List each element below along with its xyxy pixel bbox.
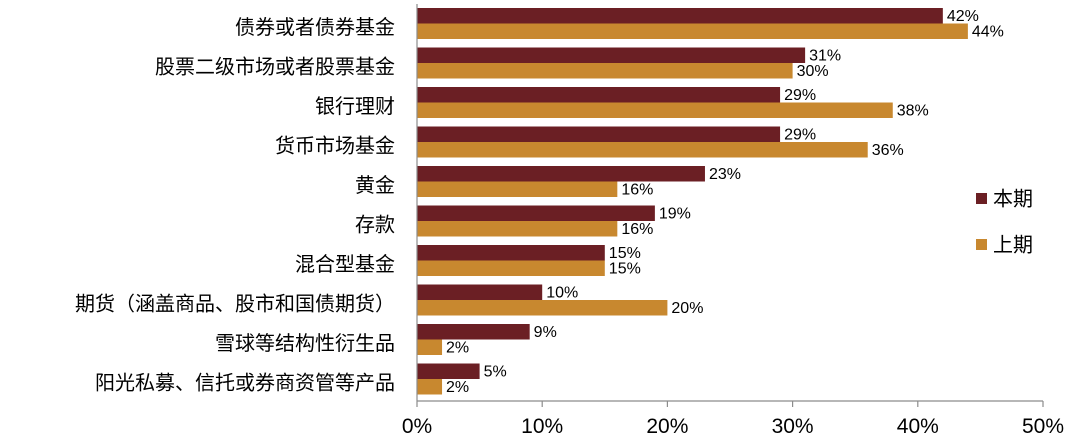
data-label: 2% (446, 379, 469, 396)
x-tick-label: 50% (1022, 415, 1064, 438)
x-tick-label: 40% (897, 415, 939, 438)
bar-current (417, 205, 655, 221)
legend-label: 上期 (993, 233, 1033, 257)
data-label: 15% (609, 245, 641, 262)
data-label: 36% (872, 142, 904, 159)
category-label: 股票二级市场或者股票基金 (155, 55, 395, 79)
data-label: 30% (797, 63, 829, 80)
x-tick-label: 20% (646, 415, 688, 438)
bar-current (417, 47, 806, 63)
data-label: 29% (784, 126, 816, 143)
bar-previous (417, 63, 793, 79)
category-label: 货币市场基金 (275, 134, 395, 158)
bar-previous (417, 379, 443, 395)
data-label: 38% (897, 102, 929, 119)
data-label: 16% (621, 221, 653, 238)
bar-previous (417, 23, 968, 39)
bar-previous (417, 181, 618, 197)
bar-previous (417, 300, 668, 316)
data-label: 2% (446, 339, 469, 356)
data-label: 19% (659, 205, 691, 222)
data-label: 5% (484, 363, 507, 380)
data-label: 31% (809, 47, 841, 64)
legend-swatch (976, 193, 987, 204)
data-label: 15% (609, 260, 641, 277)
bar-current (417, 8, 943, 24)
category-label: 混合型基金 (295, 252, 395, 276)
x-tick-label: 30% (772, 415, 814, 438)
category-label: 雪球等结构性衍生品 (215, 331, 395, 355)
bar-previous (417, 102, 893, 118)
category-label: 阳光私募、信托或券商资管等产品 (95, 371, 395, 395)
bar-current (417, 284, 543, 300)
data-label: 16% (621, 181, 653, 198)
labels-group: 债券或者债券基金 42%44% 股票二级市场或者股票基金 31%30% 银行理财 29% 3… (75, 8, 1004, 396)
bar-previous (417, 142, 868, 158)
bar-previous (417, 260, 605, 276)
data-label: 23% (709, 166, 741, 183)
data-label: 42% (947, 8, 979, 25)
bar-previous (417, 339, 443, 355)
category-label: 黄金 (355, 173, 395, 197)
legend-label: 本期 (993, 187, 1033, 211)
bars-group (417, 8, 968, 395)
x-tick-label: 10% (521, 415, 563, 438)
bar-current (417, 324, 530, 340)
data-label: 20% (671, 300, 703, 317)
x-axis: 0% 10% 20% 30% 40% 50% (402, 4, 1064, 438)
x-tick-label: 0% (402, 415, 432, 438)
bar-current (417, 363, 480, 379)
data-label: 10% (546, 284, 578, 301)
bar-current (417, 245, 605, 261)
category-label: 存款 (355, 213, 395, 237)
category-label: 银行理财 (315, 94, 395, 118)
data-label: 9% (534, 324, 557, 341)
bar-previous (417, 221, 618, 237)
category-label: 期货（涵盖商品、股市和国债期货） (75, 292, 395, 316)
bar-current (417, 166, 705, 182)
legend-swatch (976, 239, 987, 250)
data-label: 29% (784, 87, 816, 104)
category-label: 债券或者债券基金 (235, 15, 395, 39)
bar-current (417, 87, 781, 103)
bar-current (417, 126, 781, 142)
data-label: 44% (972, 23, 1004, 40)
